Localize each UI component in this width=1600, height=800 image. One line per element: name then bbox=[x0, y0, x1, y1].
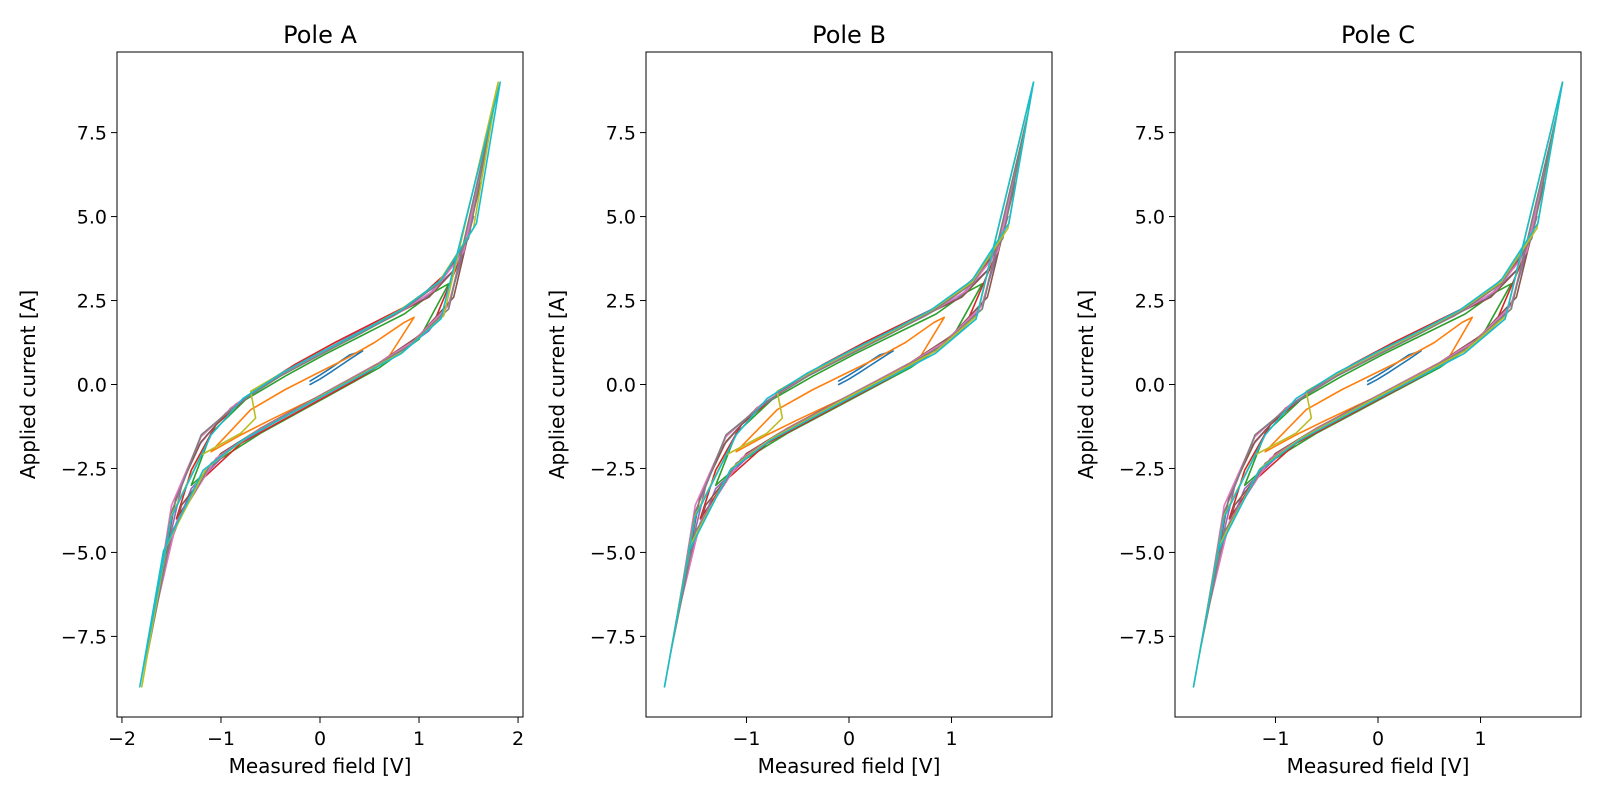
subplot-1: −2 −1 0 1 2 −7.5 −5.0 −2.5 0.0 2.5 5.0 7.5 Pole A Mea… bbox=[16, 21, 524, 778]
series-line-5 bbox=[165, 215, 475, 554]
series-line-9 bbox=[663, 81, 1035, 688]
y-axis-label: Applied current [A] bbox=[16, 290, 40, 479]
series-line-1 bbox=[1366, 350, 1422, 386]
y-tick-label: −7.5 bbox=[590, 626, 636, 648]
x-tick-label: 0 bbox=[1372, 728, 1384, 750]
chart-title: Pole A bbox=[283, 21, 357, 49]
series-line-10 bbox=[139, 81, 501, 688]
series-line-10 bbox=[1192, 81, 1564, 688]
series-line-6 bbox=[1211, 182, 1545, 587]
y-tick-label: 0.0 bbox=[1135, 375, 1165, 397]
y-axis-label: Applied current [A] bbox=[1074, 290, 1098, 479]
x-tick-label: 0 bbox=[314, 728, 326, 750]
series-line-5 bbox=[689, 215, 1009, 554]
series-line-3 bbox=[714, 282, 984, 487]
series-line-2 bbox=[1264, 316, 1474, 453]
y-tick-label: 2.5 bbox=[77, 291, 107, 313]
plot-frame bbox=[1174, 51, 1582, 718]
y-tick-label: 5.0 bbox=[77, 207, 107, 229]
y-tick-label: 0.0 bbox=[606, 375, 636, 397]
y-tick-label: 5.0 bbox=[606, 207, 636, 229]
y-tick-label: −2.5 bbox=[590, 458, 636, 480]
x-tick-label: 0 bbox=[843, 728, 855, 750]
series-line-4 bbox=[699, 249, 999, 520]
y-tick-label: −2.5 bbox=[61, 458, 107, 480]
series-line-7 bbox=[152, 148, 488, 621]
x-tick-label: −2 bbox=[108, 728, 136, 750]
subplot-3: −1 0 1 −7.5 −5.0 −2.5 0.0 2.5 5.0 7.5 Pole C Measur… bbox=[1074, 21, 1582, 778]
x-tick-label: 1 bbox=[413, 728, 425, 750]
y-tick-label: 7.5 bbox=[1135, 123, 1165, 145]
y-tick-label: 2.5 bbox=[1135, 291, 1165, 313]
series-line-1 bbox=[837, 350, 894, 386]
series-line-2 bbox=[735, 316, 946, 453]
x-tick-label: −1 bbox=[1261, 728, 1289, 750]
series-line-3 bbox=[190, 282, 450, 487]
x-axis-label: Measured field [V] bbox=[758, 754, 941, 778]
x-tick-label: 1 bbox=[945, 728, 957, 750]
x-axis-label: Measured field [V] bbox=[1287, 754, 1470, 778]
series-line-1 bbox=[309, 350, 364, 386]
y-tick-label: 7.5 bbox=[77, 123, 107, 145]
y-tick-label: −7.5 bbox=[1119, 626, 1165, 648]
series-line-2 bbox=[210, 316, 415, 453]
series-line-4 bbox=[175, 249, 465, 520]
y-tick-label: −2.5 bbox=[1119, 458, 1165, 480]
series-line-8 bbox=[146, 115, 494, 654]
x-tick-label: 1 bbox=[1474, 728, 1486, 750]
y-tick-label: 2.5 bbox=[606, 291, 636, 313]
series-line-10 bbox=[663, 81, 1035, 688]
y-tick-label: −7.5 bbox=[61, 626, 107, 648]
y-tick-label: 7.5 bbox=[606, 123, 636, 145]
y-tick-label: 5.0 bbox=[1135, 207, 1165, 229]
plot-frame bbox=[116, 51, 524, 718]
x-tick-label: −1 bbox=[732, 728, 760, 750]
series-line-3 bbox=[1243, 282, 1513, 487]
series-line-6 bbox=[682, 182, 1016, 587]
chart-title: Pole C bbox=[1341, 21, 1415, 49]
series-line-9 bbox=[1192, 81, 1564, 688]
series-line-8 bbox=[669, 115, 1029, 654]
plot-frame bbox=[645, 51, 1053, 718]
x-tick-label: 2 bbox=[512, 728, 524, 750]
y-axis-label: Applied current [A] bbox=[545, 290, 569, 479]
series-line-7 bbox=[676, 148, 1022, 621]
series-line-4 bbox=[1228, 249, 1528, 520]
y-tick-label: −5.0 bbox=[61, 542, 107, 564]
series-line-5 bbox=[1218, 215, 1538, 554]
y-tick-label: −5.0 bbox=[590, 542, 636, 564]
series-line-8 bbox=[1198, 115, 1558, 654]
x-tick-label: −1 bbox=[207, 728, 235, 750]
y-tick-label: 0.0 bbox=[77, 375, 107, 397]
subplot-2: −1 0 1 −7.5 −5.0 −2.5 0.0 2.5 5.0 7.5 Pole B Measur… bbox=[545, 21, 1053, 778]
x-axis-label: Measured field [V] bbox=[229, 754, 412, 778]
chart-title: Pole B bbox=[812, 21, 886, 49]
series-line-6 bbox=[158, 182, 482, 587]
y-tick-label: −5.0 bbox=[1119, 542, 1165, 564]
series-line-9 bbox=[141, 81, 499, 688]
series-line-7 bbox=[1205, 148, 1551, 621]
